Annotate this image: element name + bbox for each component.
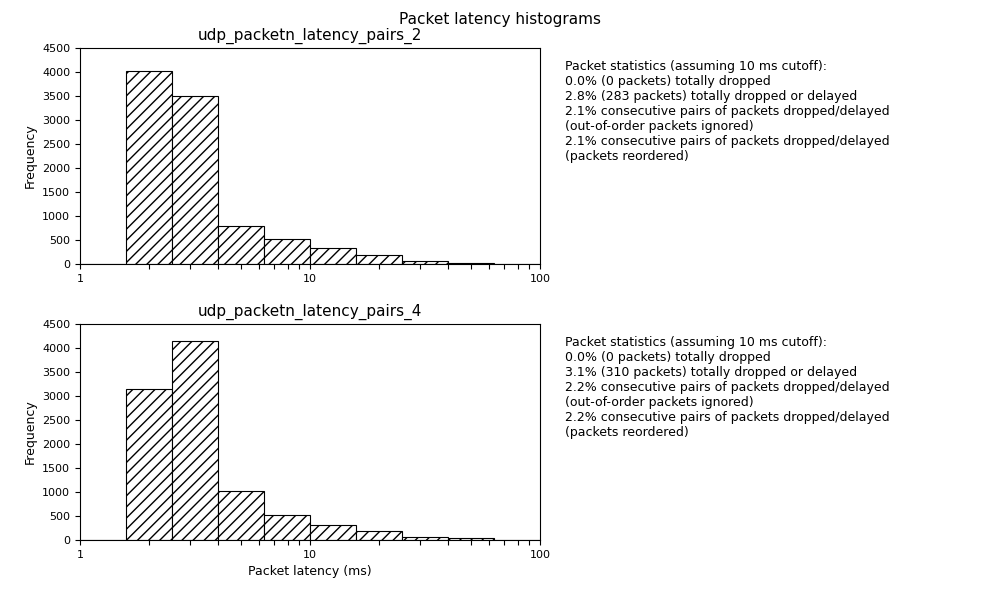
Bar bbox=[218, 226, 264, 264]
Bar bbox=[356, 255, 402, 264]
Text: Packet statistics (assuming 10 ms cutoff):
0.0% (0 packets) totally dropped
2.8%: Packet statistics (assuming 10 ms cutoff… bbox=[565, 60, 890, 163]
Bar bbox=[356, 531, 402, 540]
X-axis label: Packet latency (ms): Packet latency (ms) bbox=[248, 565, 372, 578]
Text: Packet statistics (assuming 10 ms cutoff):
0.0% (0 packets) totally dropped
3.1%: Packet statistics (assuming 10 ms cutoff… bbox=[565, 336, 890, 439]
Title: udp_packetn_latency_pairs_2: udp_packetn_latency_pairs_2 bbox=[198, 28, 422, 44]
Y-axis label: Frequency: Frequency bbox=[24, 124, 37, 188]
Bar bbox=[126, 389, 172, 540]
Title: udp_packetn_latency_pairs_4: udp_packetn_latency_pairs_4 bbox=[198, 304, 422, 320]
Bar bbox=[448, 263, 494, 264]
Bar bbox=[402, 536, 448, 540]
Y-axis label: Frequency: Frequency bbox=[24, 400, 37, 464]
Bar bbox=[264, 515, 310, 540]
Bar bbox=[402, 260, 448, 264]
Bar bbox=[126, 71, 172, 264]
Bar bbox=[218, 491, 264, 540]
Bar bbox=[310, 248, 356, 264]
Bar bbox=[310, 525, 356, 540]
Bar bbox=[448, 538, 494, 540]
Bar bbox=[172, 97, 218, 264]
Bar bbox=[172, 341, 218, 540]
Text: Packet latency histograms: Packet latency histograms bbox=[399, 12, 601, 27]
Bar bbox=[264, 239, 310, 264]
